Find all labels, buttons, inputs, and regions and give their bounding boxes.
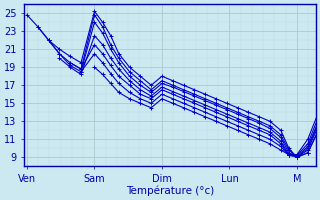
X-axis label: Température (°c): Température (°c) <box>126 185 214 196</box>
